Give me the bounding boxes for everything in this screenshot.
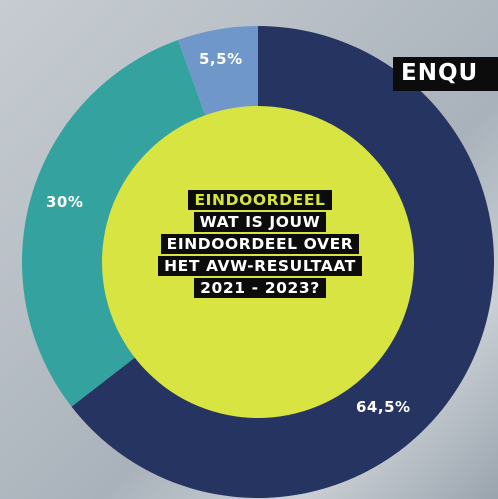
slice-label-30: 30% (46, 193, 84, 211)
slice-label-5-5: 5,5% (199, 50, 243, 68)
question-line-4: 2021 - 2023? (194, 278, 326, 298)
question-line-1: WAT IS JOUW (193, 212, 327, 232)
center-question: EINDOORDEEL WAT IS JOUW EINDOORDEEL OVER… (100, 190, 420, 300)
question-line-3: HET AVW-RESULTAAT (158, 256, 362, 276)
question-kicker: EINDOORDEEL (188, 190, 332, 210)
banner-text: ENQU (401, 60, 479, 86)
slice-label-64-5: 64,5% (356, 398, 411, 416)
question-line-2: EINDOORDEEL OVER (160, 234, 360, 254)
enquete-banner: ENQU (393, 57, 498, 91)
